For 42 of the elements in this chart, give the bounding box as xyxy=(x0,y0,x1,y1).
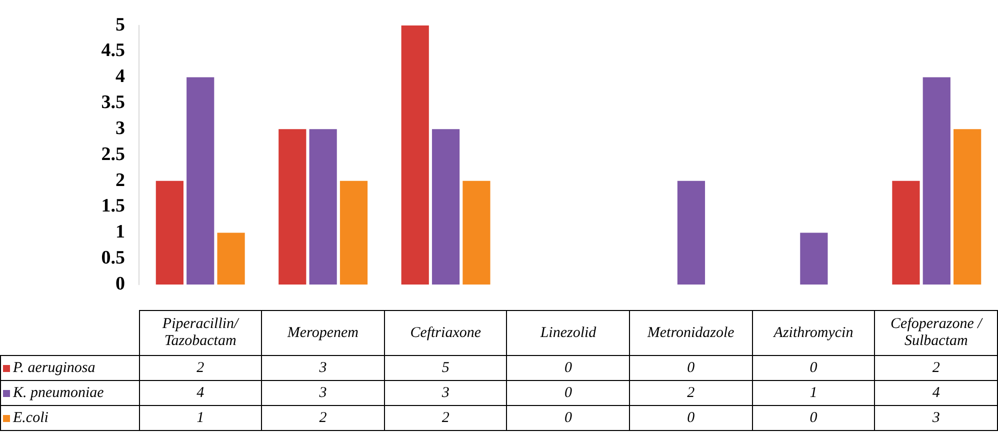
y-tick-label: 2.5 xyxy=(101,144,125,165)
x-tick-label: Ceftriaxone xyxy=(384,310,507,356)
data-label: 3 xyxy=(262,356,384,380)
data-label: 3 xyxy=(384,380,507,406)
data-label: 0 xyxy=(752,406,875,430)
data-label: 3 xyxy=(262,380,384,406)
data-label: 0 xyxy=(630,406,752,430)
data-label: 0 xyxy=(752,356,875,380)
data-label: 0 xyxy=(506,356,630,380)
x-tick-label: Azithromycin xyxy=(752,310,875,356)
data-label: 3 xyxy=(874,406,998,430)
x-tick-label: Linezolid xyxy=(506,310,630,356)
y-tick-label: 4 xyxy=(116,66,126,88)
data-label: 4 xyxy=(139,380,262,406)
x-tick-label: Piperacillin/ Tazobactam xyxy=(139,310,262,356)
data-label: 2 xyxy=(630,380,752,406)
y-tick-label: 1 xyxy=(116,222,125,243)
data-label: 1 xyxy=(752,380,875,406)
data-label: 0 xyxy=(506,406,630,430)
y-tick-label: 2 xyxy=(116,170,125,191)
data-label: 5 xyxy=(384,356,507,380)
data-label: 1 xyxy=(139,406,262,430)
legend-label: E.coli xyxy=(0,406,139,430)
y-tick-label: 3 xyxy=(116,118,125,139)
y-tick-label: 0.5 xyxy=(101,248,125,269)
data-label: 2 xyxy=(262,406,384,430)
y-tick-label: 0 xyxy=(116,274,125,295)
x-tick-label: Meropenem xyxy=(262,310,384,356)
y-tick-label: 5 xyxy=(116,14,125,36)
legend-label: K. pneumoniae xyxy=(0,380,139,406)
data-label: 2 xyxy=(874,356,998,380)
legend-label: P. aeruginosa xyxy=(0,356,139,380)
y-tick-label: 3.5 xyxy=(101,92,125,114)
data-label: 4 xyxy=(874,380,998,406)
y-tick-label: 1.5 xyxy=(101,196,125,217)
x-tick-label: Cefoperazone / Sulbactam xyxy=(874,310,998,356)
x-tick-label: Metronidazole xyxy=(630,310,752,356)
data-label: 2 xyxy=(384,406,507,430)
data-label: 0 xyxy=(506,380,630,406)
data-label: 2 xyxy=(139,356,262,380)
data-label: 0 xyxy=(630,356,752,380)
y-tick-label: 4.5 xyxy=(101,40,125,62)
